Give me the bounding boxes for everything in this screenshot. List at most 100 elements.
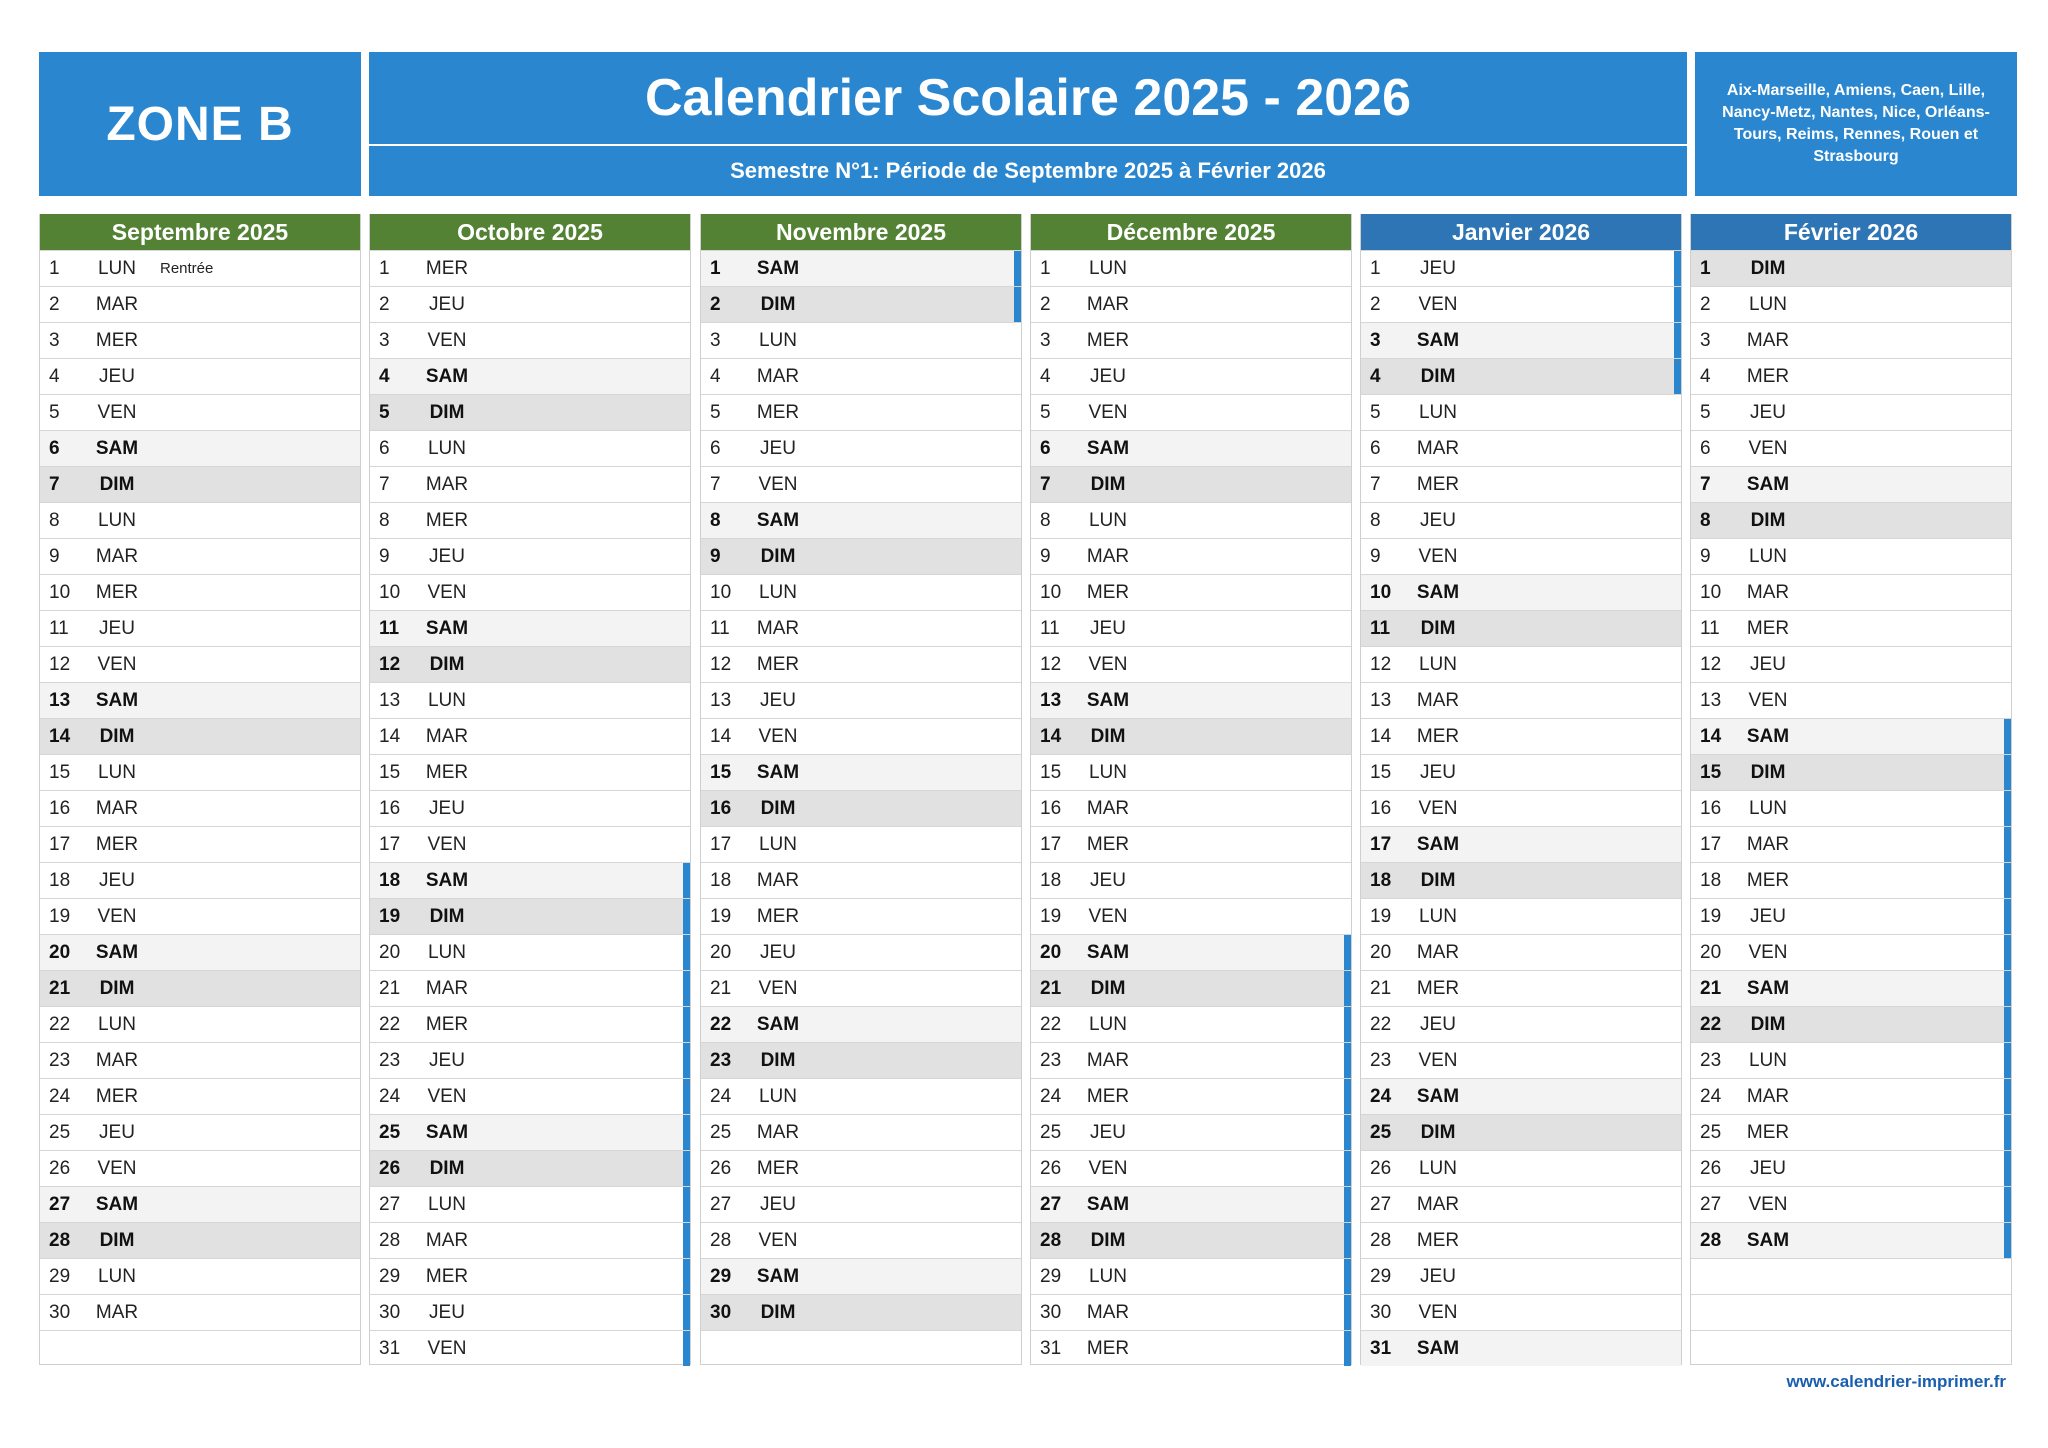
weekday-name: MAR <box>1746 833 1790 855</box>
day-number: 29 <box>1040 1265 1062 1287</box>
day-number: 21 <box>49 977 71 999</box>
weekday-name: SAM <box>1746 977 1790 999</box>
day-number: 25 <box>1370 1121 1392 1143</box>
day-row: 24 MER <box>40 1078 360 1114</box>
weekday-name: MER <box>756 1157 800 1179</box>
weekday-name: VEN <box>758 725 798 747</box>
weekday-name: SAM <box>756 509 800 531</box>
day-note: Rentrée <box>160 260 214 277</box>
day-row: 25 DIM <box>1361 1114 1681 1150</box>
page-subtitle: Semestre N°1: Période de Septembre 2025 … <box>730 158 1326 183</box>
day-number: 27 <box>1370 1193 1392 1215</box>
weekday-name: JEU <box>429 1049 465 1071</box>
day-row: 26 LUN <box>1361 1150 1681 1186</box>
day-row: 4 JEU <box>40 358 360 394</box>
day-number: 11 <box>1700 617 1720 639</box>
weekday-name: JEU <box>99 617 135 639</box>
day-number: 24 <box>379 1085 401 1107</box>
day-number: 29 <box>1370 1265 1392 1287</box>
day-number: 15 <box>49 761 71 783</box>
day-row: 11 JEU <box>1031 610 1351 646</box>
day-row: 7 VEN <box>701 466 1021 502</box>
weekday-name: SAM <box>1416 1337 1460 1359</box>
day-number: 3 <box>1040 329 1051 351</box>
day-number: 22 <box>1040 1013 1062 1035</box>
day-number: 14 <box>1040 725 1062 747</box>
day-row: 4 DIM <box>1361 358 1681 394</box>
weekday-name: SAM <box>1416 581 1460 603</box>
weekday-name: MAR <box>1416 1193 1460 1215</box>
day-number: 13 <box>1040 689 1062 711</box>
day-number: 27 <box>1040 1193 1062 1215</box>
weekday-name: VEN <box>1418 545 1458 567</box>
day-number: 20 <box>379 941 401 963</box>
day-row: 5 DIM <box>370 394 690 430</box>
weekday-name: LUN <box>1418 1157 1457 1179</box>
weekday-name: DIM <box>1750 257 1786 279</box>
day-number: 18 <box>1040 869 1062 891</box>
weekday-name: JEU <box>1750 1157 1786 1179</box>
weekday-name: LUN <box>427 689 466 711</box>
weekday-name: MAR <box>1086 545 1130 567</box>
day-row: 26 MER <box>701 1150 1021 1186</box>
weekday-name: JEU <box>429 545 465 567</box>
weekday-name: DIM <box>760 1301 796 1323</box>
weekday-name: JEU <box>429 293 465 315</box>
weekday-name: SAM <box>95 941 139 963</box>
day-number: 17 <box>379 833 401 855</box>
day-row: 10 VEN <box>370 574 690 610</box>
weekday-name: VEN <box>1088 401 1128 423</box>
day-row: 10 LUN <box>701 574 1021 610</box>
day-row: 6 MAR <box>1361 430 1681 466</box>
weekday-name: MAR <box>425 1229 469 1251</box>
day-row: 27 MAR <box>1361 1186 1681 1222</box>
day-number: 2 <box>49 293 60 315</box>
day-number: 8 <box>49 509 60 531</box>
day-row: 16 JEU <box>370 790 690 826</box>
day-row: 19 JEU <box>1691 898 2011 934</box>
day-number: 19 <box>710 905 732 927</box>
day-row: 12 MER <box>701 646 1021 682</box>
day-row: 24 SAM <box>1361 1078 1681 1114</box>
empty-day-row <box>40 1330 360 1366</box>
day-row: 8 LUN <box>40 502 360 538</box>
day-row: 25 JEU <box>1031 1114 1351 1150</box>
day-number: 25 <box>1700 1121 1722 1143</box>
website-link[interactable]: www.calendrier-imprimer.fr <box>1786 1372 2007 1391</box>
day-number: 16 <box>49 797 71 819</box>
day-number: 27 <box>710 1193 732 1215</box>
day-number: 5 <box>710 401 721 423</box>
day-row: 15 DIM <box>1691 754 2011 790</box>
day-row: 2 VEN <box>1361 286 1681 322</box>
weekday-name: LUN <box>1748 293 1787 315</box>
day-row: 6 SAM <box>40 430 360 466</box>
month-header: Septembre 2025 <box>40 214 360 250</box>
weekday-name: VEN <box>758 977 798 999</box>
weekday-name: LUN <box>427 1193 466 1215</box>
day-row: 23 MAR <box>40 1042 360 1078</box>
day-number: 19 <box>1370 905 1392 927</box>
weekday-name: LUN <box>1418 401 1457 423</box>
day-row: 1 LUN <box>1031 250 1351 286</box>
day-number: 6 <box>1370 437 1381 459</box>
day-number: 22 <box>710 1013 732 1035</box>
day-row: 3 MER <box>1031 322 1351 358</box>
weekday-name: LUN <box>1088 1013 1127 1035</box>
weekday-name: MAR <box>1746 581 1790 603</box>
day-number: 9 <box>1370 545 1381 567</box>
day-row: 14 VEN <box>701 718 1021 754</box>
weekday-name: MAR <box>1086 293 1130 315</box>
day-number: 11 <box>1370 617 1391 639</box>
day-number: 20 <box>49 941 71 963</box>
weekday-name: DIM <box>1420 1121 1456 1143</box>
day-number: 23 <box>710 1049 732 1071</box>
day-row: 16 DIM <box>701 790 1021 826</box>
weekday-name: SAM <box>1416 833 1460 855</box>
day-number: 17 <box>1040 833 1062 855</box>
weekday-name: SAM <box>1086 437 1130 459</box>
day-number: 3 <box>1370 329 1381 351</box>
month-header: Novembre 2025 <box>701 214 1021 250</box>
weekday-name: JEU <box>760 941 796 963</box>
day-number: 19 <box>379 905 401 927</box>
empty-day-row <box>701 1330 1021 1366</box>
